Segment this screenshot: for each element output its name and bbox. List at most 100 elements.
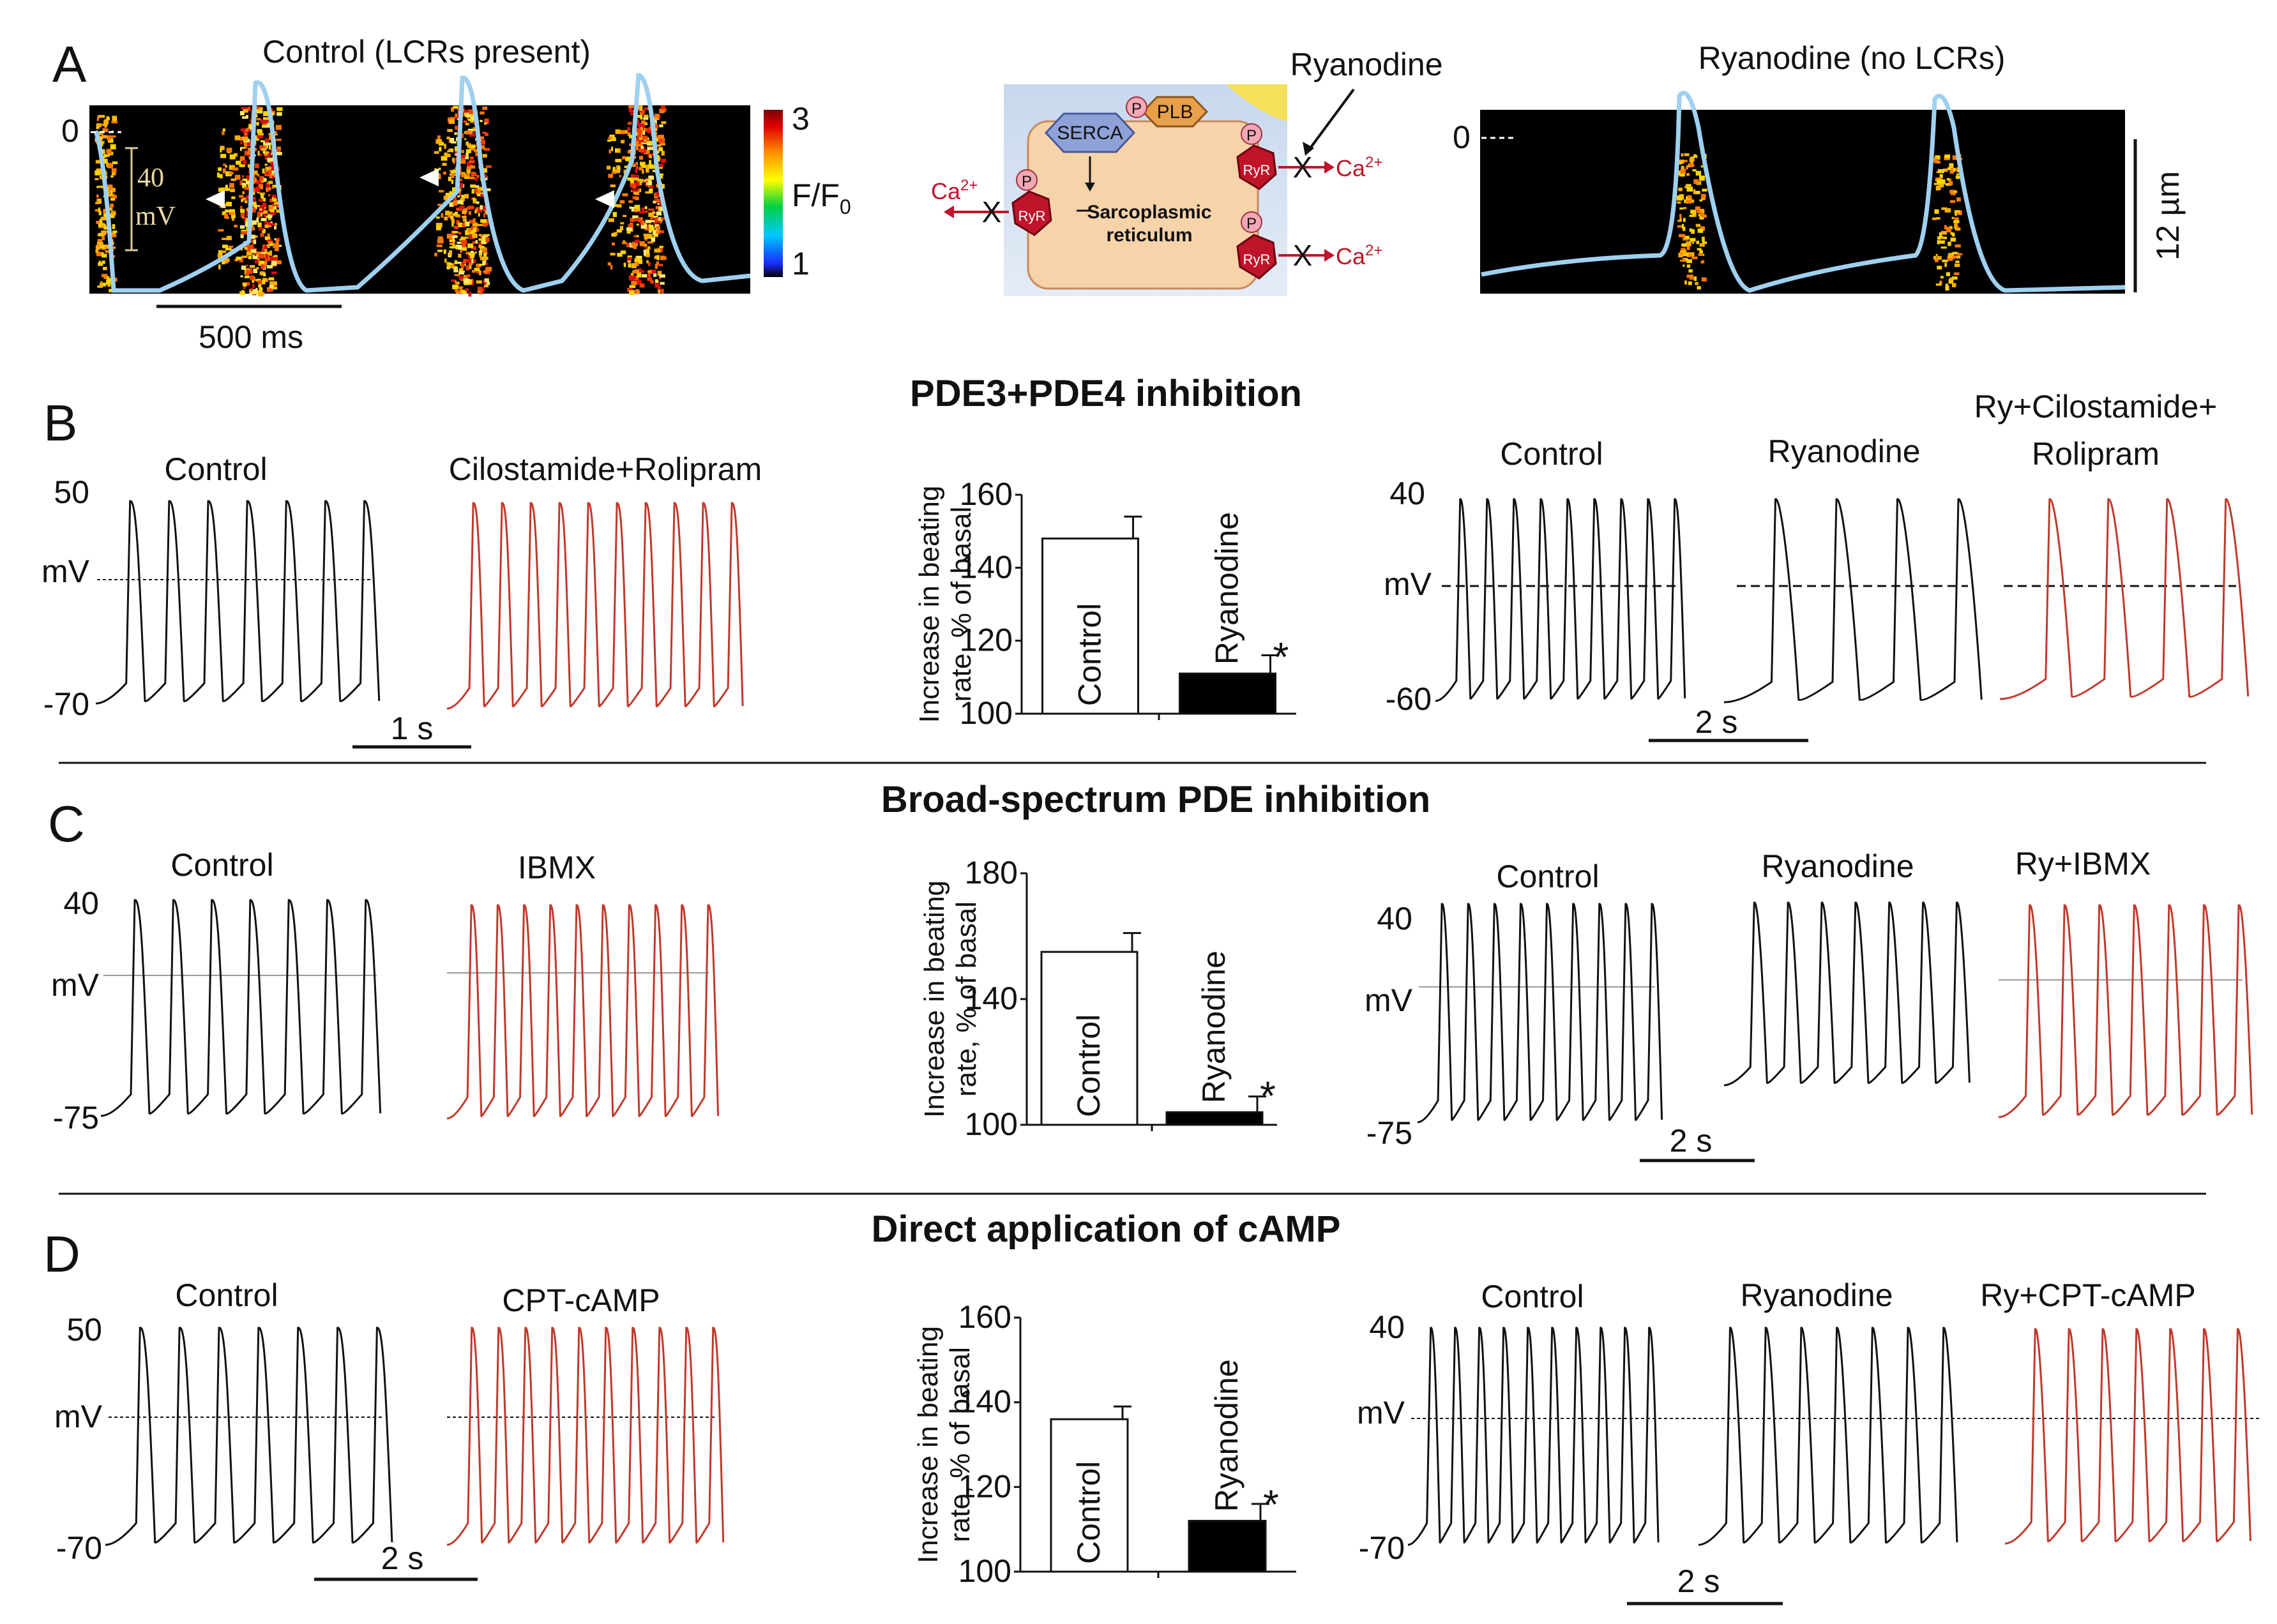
fluorescence-speck xyxy=(465,123,469,126)
fluorescence-speck xyxy=(452,187,457,192)
fluorescence-speck xyxy=(222,168,226,174)
fluorescence-speck xyxy=(105,230,108,233)
fluorescence-speck xyxy=(465,152,469,156)
fluorescence-speck xyxy=(455,246,458,250)
fluorescence-speck xyxy=(474,209,477,214)
fluorescence-speck xyxy=(1681,165,1684,170)
fluorescence-speck xyxy=(462,210,467,214)
fluorescence-speck xyxy=(481,246,485,250)
fluorescence-speck xyxy=(253,268,258,273)
fluorescence-speck xyxy=(262,278,267,282)
fluorescence-speck xyxy=(101,155,107,158)
fluorescence-speck xyxy=(242,183,247,188)
fluorescence-speck xyxy=(99,283,102,287)
fluorescence-speck xyxy=(482,205,486,211)
fluorescence-speck xyxy=(628,200,633,203)
fluorescence-speck xyxy=(268,213,273,218)
fluorescence-speck xyxy=(469,156,474,160)
fluorescence-speck xyxy=(1688,252,1695,257)
fluorescence-speck xyxy=(460,278,465,281)
fluorescence-speck xyxy=(271,204,275,209)
voltage-scale-unit: mV xyxy=(135,202,176,231)
fluorescence-speck xyxy=(218,167,222,171)
fluorescence-speck xyxy=(266,215,269,218)
fluorescence-speck xyxy=(1957,253,1963,255)
fluorescence-speck xyxy=(630,183,636,186)
fluorescence-speck xyxy=(635,146,639,151)
fluorescence-speck xyxy=(482,132,487,134)
fluorescence-speck xyxy=(266,278,269,282)
fluorescence-speck xyxy=(240,141,243,145)
fluorescence-speck xyxy=(221,250,226,253)
panel-d-right-time-label: 2 s xyxy=(1677,1563,1720,1599)
fluorescence-speck xyxy=(1944,208,1951,213)
fluorescence-speck xyxy=(637,142,643,147)
fluorescence-speck xyxy=(1692,169,1697,172)
fluorescence-speck xyxy=(1679,217,1682,222)
fluorescence-speck xyxy=(485,188,491,192)
fluorescence-speck xyxy=(469,147,474,151)
fluorescence-speck xyxy=(658,163,664,167)
fluorescence-speck xyxy=(1947,255,1953,261)
fluorescence-speck xyxy=(102,282,107,287)
fluorescence-speck xyxy=(271,195,276,200)
fluorescence-speck xyxy=(276,112,282,116)
fluorescence-speck xyxy=(240,206,243,210)
fluorescence-speck xyxy=(465,149,471,153)
fluorescence-speck xyxy=(268,277,275,281)
fluorescence-speck xyxy=(452,284,458,290)
fluorescence-speck xyxy=(655,149,661,151)
fluorescence-speck xyxy=(258,184,263,190)
fluorescence-speck xyxy=(1942,236,1947,239)
fluorescence-speck xyxy=(471,172,477,176)
fluorescence-speck xyxy=(241,266,246,270)
fluorescence-speck xyxy=(1683,264,1685,267)
fluorescence-speck xyxy=(1683,237,1689,241)
diagram-drug-label: Ryanodine xyxy=(1290,47,1442,82)
fluorescence-speck xyxy=(476,280,482,284)
fluorescence-speck xyxy=(481,140,485,145)
fluorescence-speck xyxy=(254,206,257,209)
panel-d-right-combo-trace xyxy=(2004,1328,2251,1545)
fluorescence-speck xyxy=(1953,220,1960,223)
fluorescence-speck xyxy=(228,245,234,248)
fluorescence-speck xyxy=(1934,209,1939,214)
fluorescence-speck xyxy=(266,265,273,269)
fluorescence-speck xyxy=(267,160,272,163)
fluorescence-speck xyxy=(246,249,251,253)
fluorescence-speck xyxy=(450,266,454,268)
fluorescence-speck xyxy=(1686,274,1693,278)
panel-d: D Direct application of cAMP Control CPT… xyxy=(43,1208,2260,1605)
fluorescence-speck xyxy=(1941,207,1948,210)
fluorescence-speck xyxy=(480,111,485,115)
bar-chart-ylabel-line1: Increase in beating xyxy=(914,486,945,723)
fluorescence-speck xyxy=(1681,160,1688,163)
fluorescence-speck xyxy=(1951,216,1955,220)
fluorescence-speck xyxy=(468,118,473,121)
panel-c-right-combo-label: Ry+IBMX xyxy=(2015,846,2151,882)
fluorescence-speck xyxy=(467,254,471,258)
fluorescence-speck xyxy=(1939,282,1942,286)
bar-control xyxy=(1050,1418,1129,1573)
fluorescence-speck xyxy=(1699,199,1703,202)
fluorescence-speck xyxy=(471,246,476,250)
fluorescence-speck xyxy=(234,259,239,262)
fluorescence-speck xyxy=(645,210,648,213)
fluorescence-speck xyxy=(111,168,117,172)
fluorescence-speck xyxy=(649,220,655,222)
colorbar-min-label: 1 xyxy=(792,246,810,282)
fluorescence-speck xyxy=(225,188,230,192)
fluorescence-speck xyxy=(643,250,649,253)
fluorescence-speck xyxy=(481,145,485,149)
fluorescence-speck xyxy=(1940,246,1947,249)
fluorescence-speck xyxy=(273,198,277,202)
fluorescence-speck xyxy=(437,236,443,241)
fluorescence-speck xyxy=(1697,248,1702,251)
fluorescence-speck xyxy=(276,260,282,264)
fluorescence-speck xyxy=(654,248,661,253)
fluorescence-speck xyxy=(1701,193,1706,199)
fluorescence-speck xyxy=(1937,240,1940,244)
fluorescence-speck xyxy=(473,218,476,223)
fluorescence-speck xyxy=(448,148,451,152)
fluorescence-speck xyxy=(255,205,260,207)
